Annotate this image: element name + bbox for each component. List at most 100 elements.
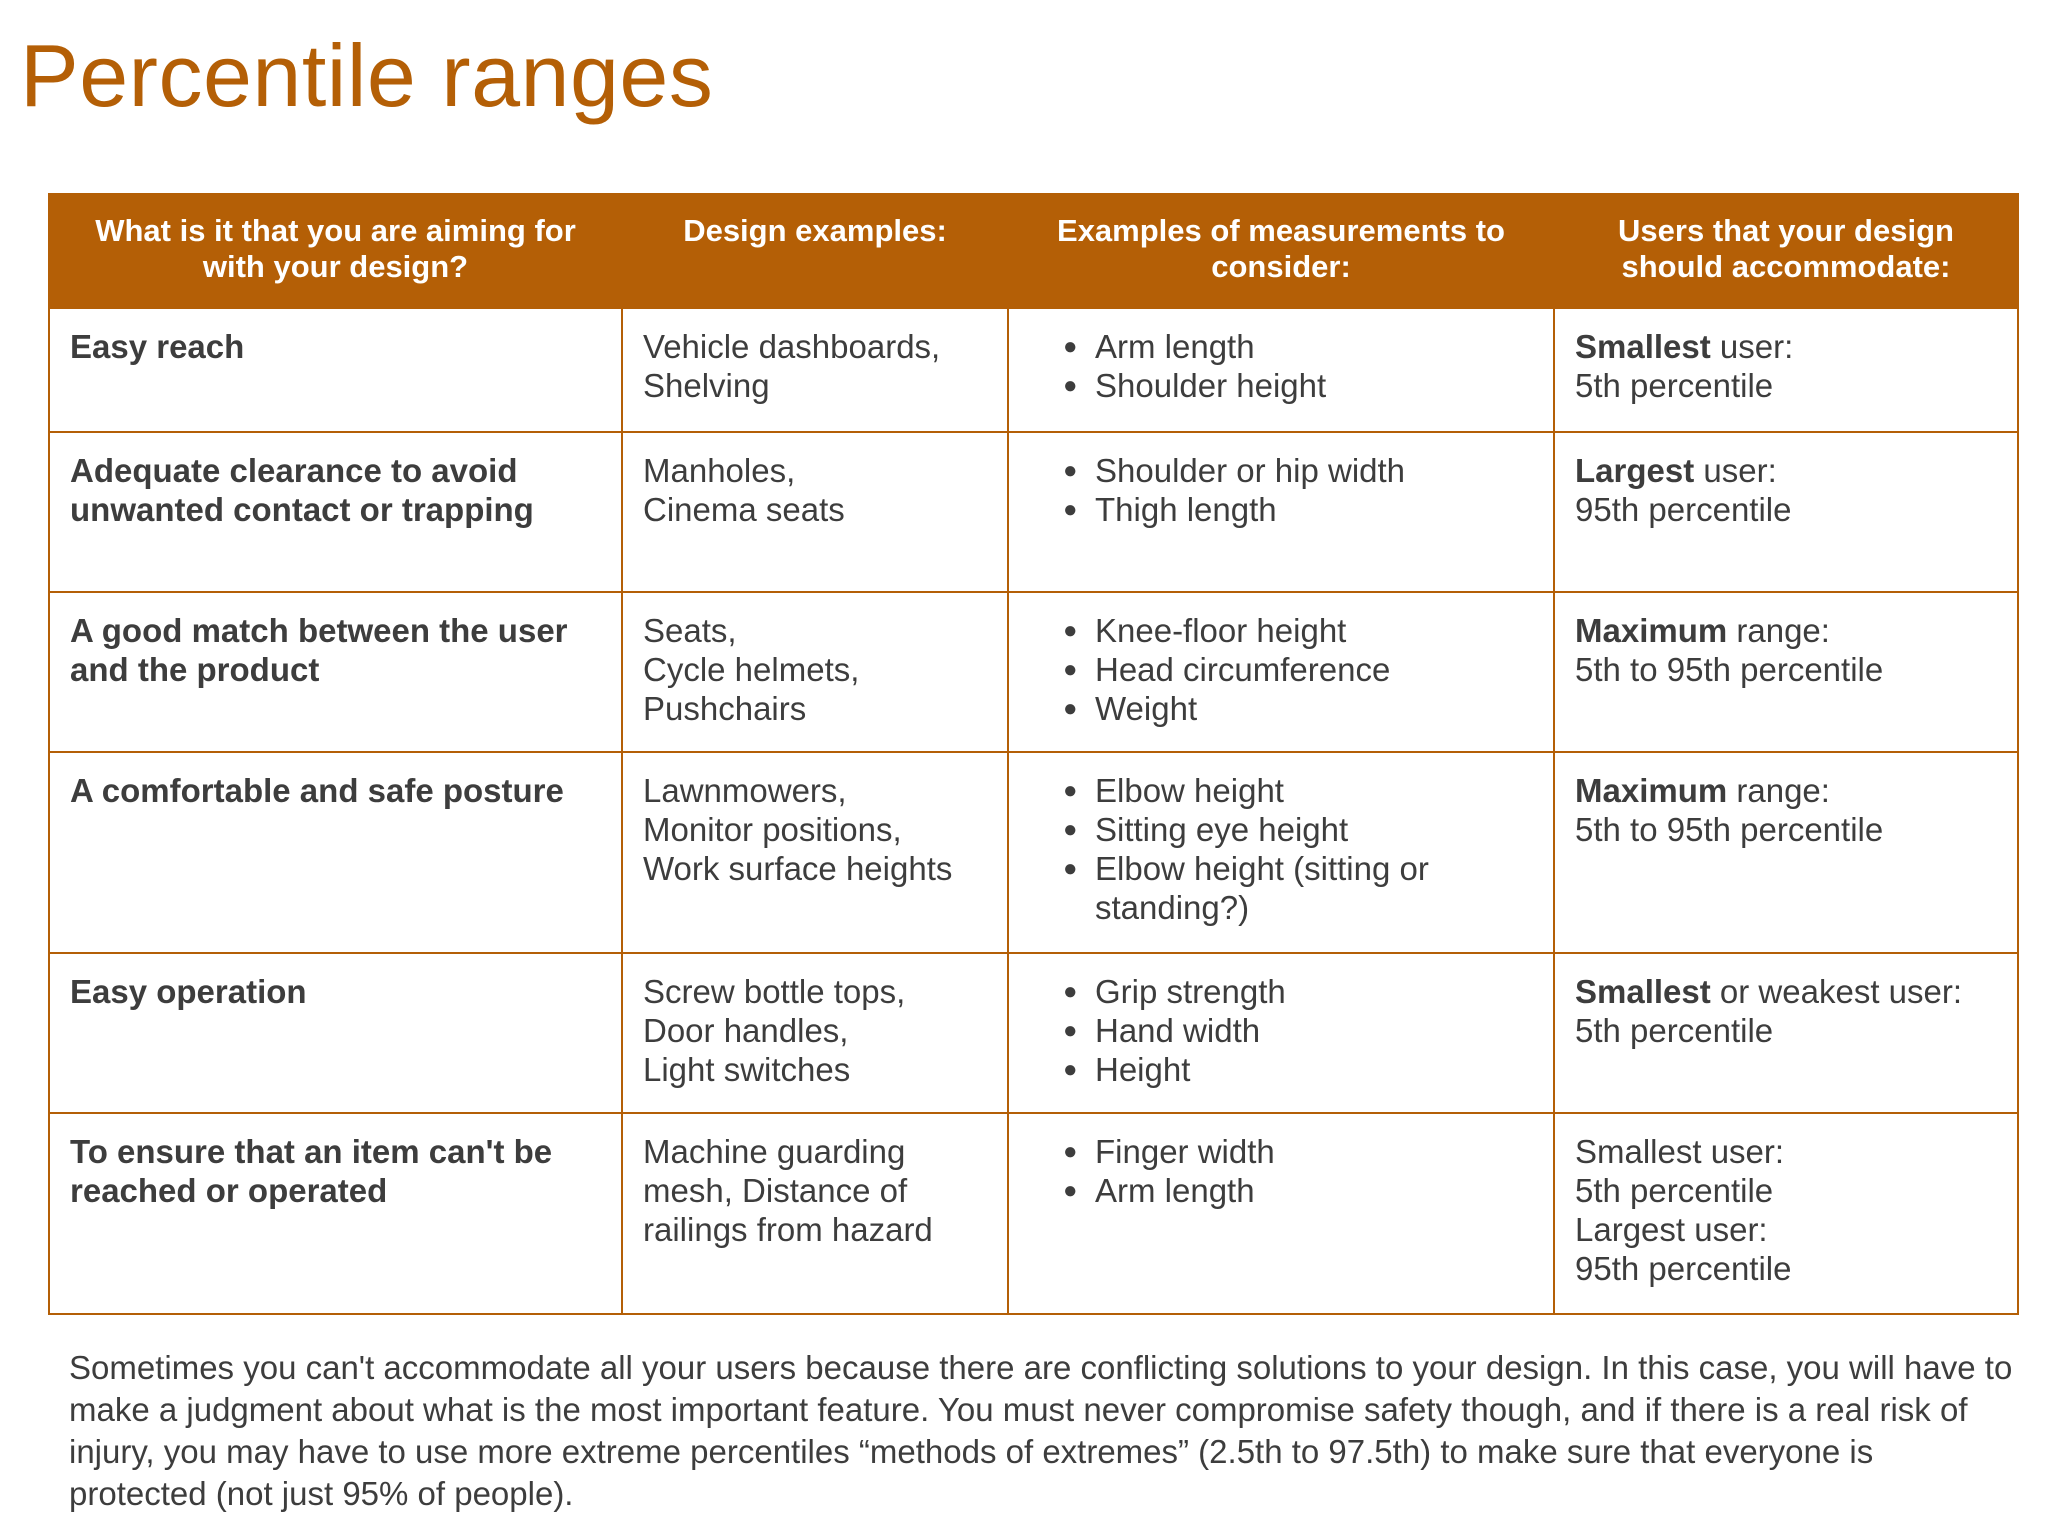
users-line: 5th to 95th percentile [1575,810,1997,849]
users-text: 5th percentile [1575,1172,1774,1209]
measurement-item: ● Head circumference [1029,650,1533,689]
bullet-icon: ● [1063,656,1078,683]
users-emphasis: Smallest [1575,328,1711,365]
design-example-text: Monitor positions, [643,811,902,848]
users-cell: Largest user: 95th percentile [1553,431,2019,593]
design-example-text: Vehicle dashboards, [643,328,941,365]
users-line: 95th percentile [1575,1249,1997,1288]
users-line: 95th percentile [1575,490,1997,529]
aim-cell: A comfortable and safe posture [48,751,623,954]
users-text: range: [1727,772,1830,809]
measurement-text: Head circumference [1095,651,1391,688]
design-examples-cell: Lawnmowers, Monitor positions, Work surfac… [621,751,1009,954]
design-example-text: Machine guarding mesh, Distance of raili… [643,1133,933,1248]
bullet-icon: ● [1063,372,1078,399]
bullet-icon: ● [1063,1177,1078,1204]
users-emphasis: Largest [1575,452,1695,489]
table-row: Adequate clearance to avoid unwanted con… [48,431,2019,593]
users-text: user: [1694,452,1777,489]
users-text: 5th to 95th percentile [1575,651,1884,688]
bullet-icon: ● [1063,816,1078,843]
measurement-item: ● Grip strength [1029,972,1533,1011]
users-line: 5th percentile [1575,366,1997,405]
design-example-text: Manholes, [643,452,796,489]
bullet-icon: ● [1063,496,1078,523]
bullet-icon: ● [1063,695,1078,722]
measurement-text: Shoulder or hip width [1095,452,1406,489]
design-examples-cell: Vehicle dashboards, Shelving [621,307,1009,433]
users-text: Largest user: [1575,1211,1768,1248]
users-cell: Maximum range: 5th to 95th percentile [1553,591,2019,753]
users-text: 5th percentile [1575,1012,1774,1049]
measurement-text: Finger width [1095,1133,1275,1170]
measurement-text: Arm length [1095,328,1255,365]
measurement-item: ● Elbow height [1029,771,1533,810]
measurement-text: Knee-floor height [1095,612,1347,649]
users-line: Largest user: [1575,451,1997,490]
measurement-item: ● Knee-floor height [1029,611,1533,650]
bullet-icon: ● [1063,855,1078,882]
users-line: 5th percentile [1575,1171,1997,1210]
users-emphasis: Maximum [1575,612,1728,649]
design-example-text: Screw bottle tops, [643,973,906,1010]
design-examples-cell: Machine guarding mesh, Distance of raili… [621,1112,1009,1315]
design-example-text: Cinema seats [643,491,845,528]
design-example-text: Shelving [643,367,770,404]
measurement-item: ● Sitting eye height [1029,810,1533,849]
measurement-text: Grip strength [1095,973,1286,1010]
users-cell: Maximum range: 5th to 95th percentile [1553,751,2019,954]
bullet-icon: ● [1063,1017,1078,1044]
table-row: A good match between the user and the pr… [48,591,2019,753]
measurement-text: Hand width [1095,1012,1261,1049]
measurement-text: Arm length [1095,1172,1255,1209]
measurement-list: ● Arm length ● Shoulder height [1029,327,1533,405]
aim-cell: A good match between the user and the pr… [48,591,623,753]
aim-cell: To ensure that an item can't be reached … [48,1112,623,1315]
design-example-text: Door handles, [643,1012,849,1049]
design-example-text: Pushchairs [643,690,807,727]
users-text: 5th to 95th percentile [1575,811,1884,848]
measurement-text: Shoulder height [1095,367,1327,404]
users-line: Maximum range: [1575,771,1997,810]
measurement-item: ● Shoulder or hip width [1029,451,1533,490]
measurement-text: Elbow height [1095,772,1284,809]
users-cell: Smallest or weakest user: 5th percentile [1553,952,2019,1114]
design-examples-cell: Seats, Cycle helmets, Pushchairs [621,591,1009,753]
measurements-cell: ● Shoulder or hip width ● Thigh length [1007,431,1555,593]
users-line: 5th to 95th percentile [1575,650,1997,689]
header-design-examples: Design examples: [621,193,1009,309]
table-row: Easy reach Vehicle dashboards, Shelving ● Ar… [48,307,2019,433]
users-line: Smallest user: [1575,1132,1997,1171]
measurement-text: Sitting eye height [1095,811,1349,848]
measurement-list: ● Shoulder or hip width ● Thigh length [1029,451,1533,529]
users-text: 95th percentile [1575,491,1792,528]
bullet-icon: ● [1063,1138,1078,1165]
measurement-item: ● Hand width [1029,1011,1533,1050]
users-line: Maximum range: [1575,611,1997,650]
table-body: Easy reach Vehicle dashboards, Shelving ● Ar… [48,307,2019,1315]
design-example-text: Light switches [643,1051,851,1088]
measurement-list: ● Finger width ● Arm length [1029,1132,1533,1210]
users-text: range: [1727,612,1830,649]
measurement-text: Weight [1095,690,1198,727]
measurement-item: ● Height [1029,1050,1533,1089]
measurement-item: ● Finger width [1029,1132,1533,1171]
measurement-item: ● Elbow height (sitting or standing?) [1029,849,1533,927]
design-example-text: Work surface heights [643,850,953,887]
measurement-list: ● Grip strength ● Hand width ● Height [1029,972,1533,1089]
measurement-text: Elbow height (sitting or standing?) [1095,850,1429,926]
header-aim: What is it that you are aiming for with … [48,193,623,309]
measurement-text: Thigh length [1095,491,1277,528]
users-text: 95th percentile [1575,1250,1792,1287]
measurement-item: ● Thigh length [1029,490,1533,529]
users-line: Largest user: [1575,1210,1997,1249]
bullet-icon: ● [1063,777,1078,804]
measurement-text: Height [1095,1051,1191,1088]
page-title: Percentile ranges [20,26,714,125]
measurement-item: ● Weight [1029,689,1533,728]
bullet-icon: ● [1063,1056,1078,1083]
users-text: 5th percentile [1575,367,1774,404]
aim-cell: Adequate clearance to avoid unwanted con… [48,431,623,593]
users-emphasis: Maximum [1575,772,1728,809]
design-example-text: Cycle helmets, [643,651,860,688]
